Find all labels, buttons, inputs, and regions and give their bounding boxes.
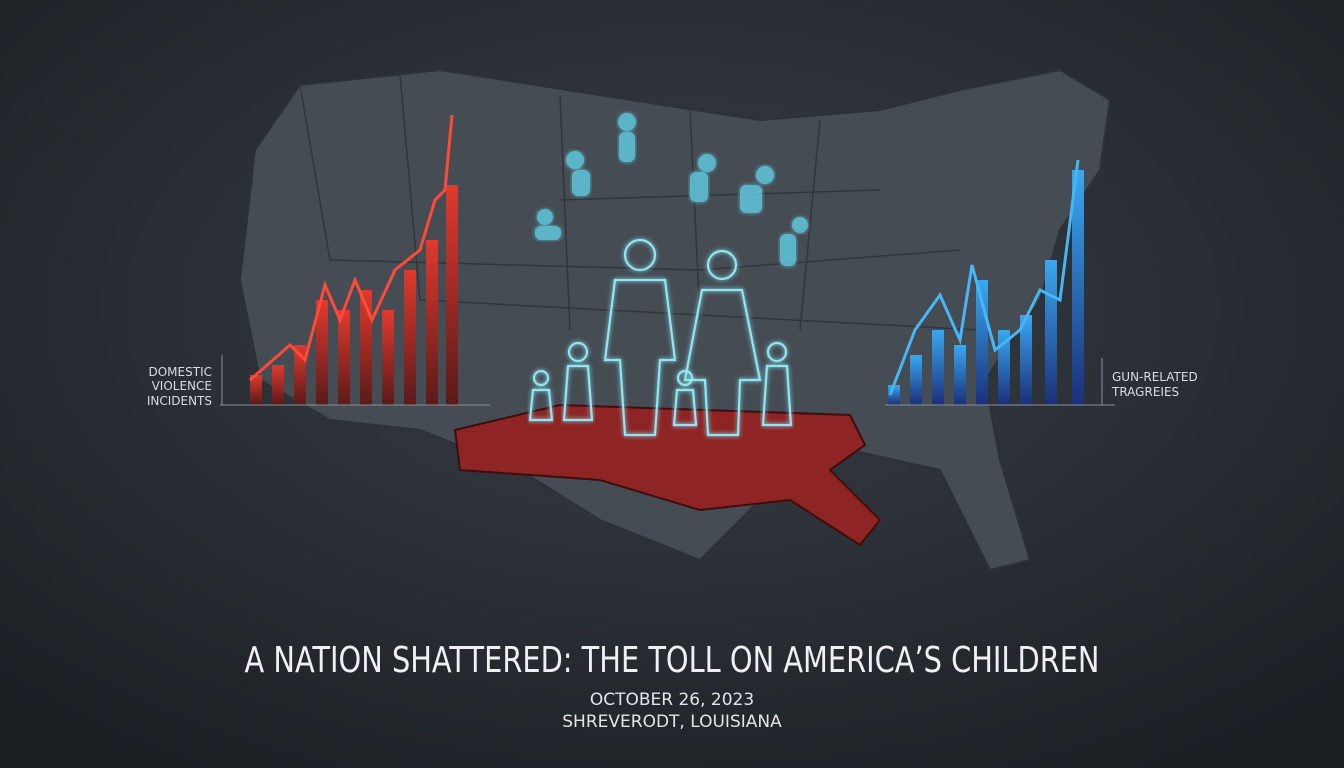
child-3 [672,369,698,427]
child-4 [761,341,793,427]
state-borders [299,74,981,331]
right-label: GUN-RELATED [1112,370,1198,384]
location: SHREVERODT, LOUISIANA [562,712,782,732]
child-1 [528,369,554,422]
cracked-ground [453,403,882,547]
red-trend [249,114,454,382]
blue-trend [888,159,1080,396]
blue-bars [888,170,1084,405]
father [603,238,677,437]
headline: A NATION SHATTERED: THE TOLL ON AMERICA’… [245,640,1100,681]
left-label: VIOLENCE [152,379,212,393]
date: OCTOBER 26, 2023 [590,690,754,710]
family-figures [528,238,793,437]
left-label: DOMESTIC [149,365,213,379]
floating-children [535,113,808,266]
child-2 [562,341,594,422]
right-label: TRAGREIES [1111,385,1179,399]
left-label: INCIDENTS [147,394,212,408]
